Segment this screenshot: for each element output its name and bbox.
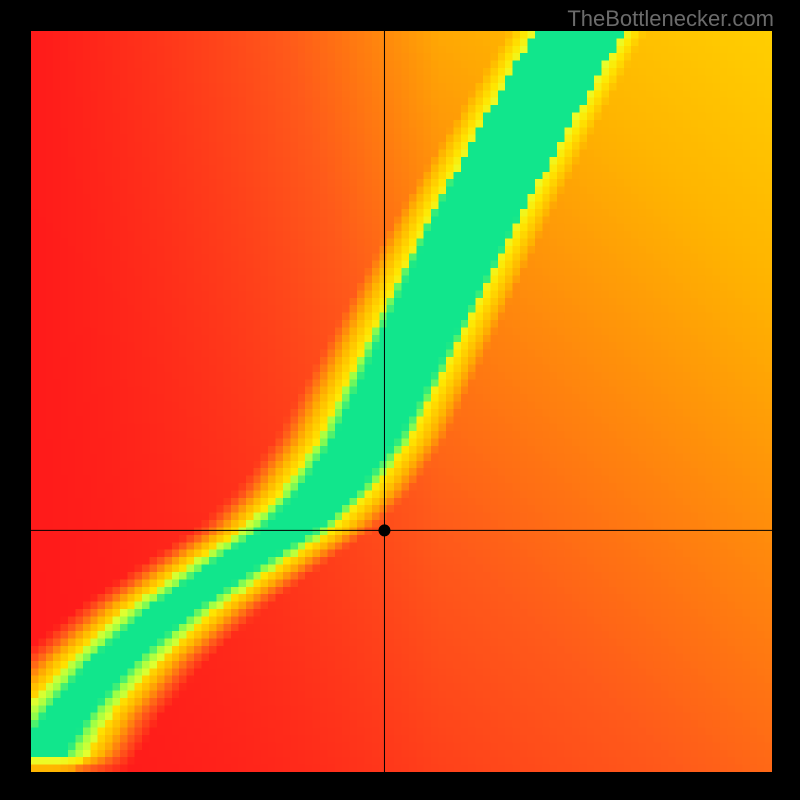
- watermark-text: TheBottlenecker.com: [567, 6, 774, 32]
- chart-container: TheBottlenecker.com: [0, 0, 800, 800]
- heatmap-canvas: [31, 31, 772, 772]
